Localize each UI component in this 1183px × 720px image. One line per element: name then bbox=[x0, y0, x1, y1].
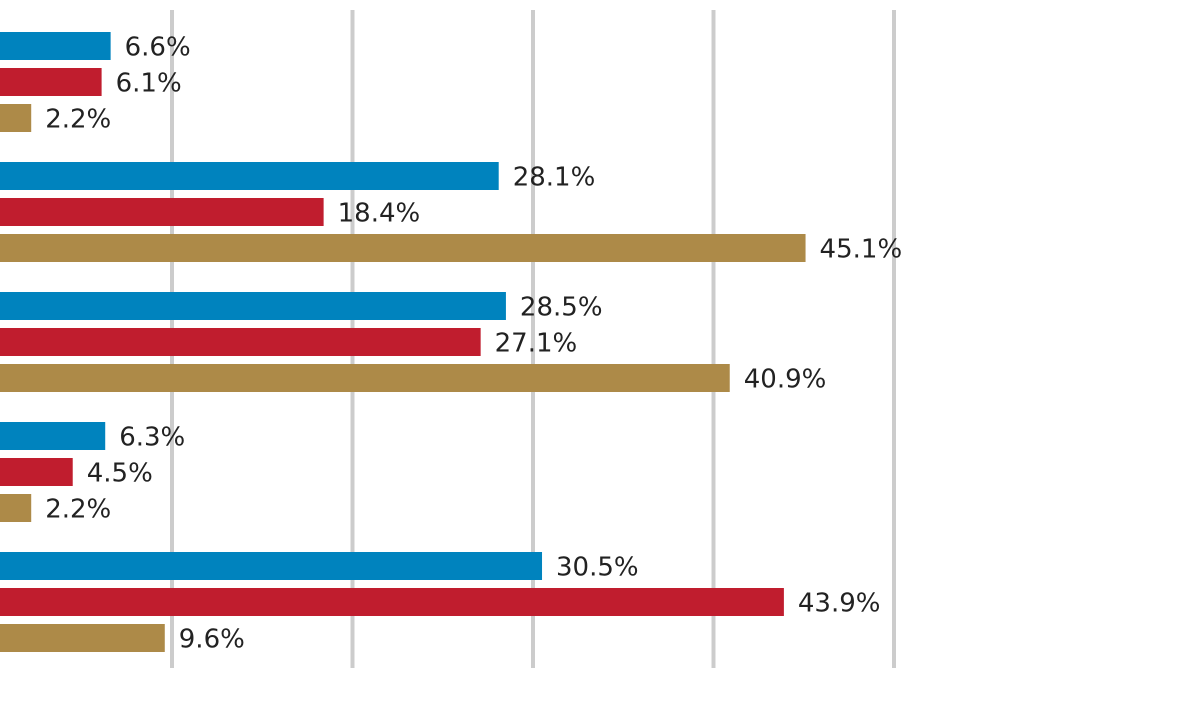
bars: 6.6%6.1%2.2%28.1%18.4%45.1%28.5%27.1%40.… bbox=[0, 32, 902, 655]
bar-group3-series2 bbox=[0, 328, 481, 356]
bar-group5-series2 bbox=[0, 588, 784, 616]
data-label-group2-series3: 45.1% bbox=[820, 235, 903, 265]
data-label-group3-series3: 40.9% bbox=[744, 365, 827, 395]
bar-group5-series1 bbox=[0, 552, 543, 580]
bar-group3-series1 bbox=[0, 292, 506, 320]
bar-group3-series3 bbox=[0, 364, 730, 392]
bar-group2-series3 bbox=[0, 234, 806, 262]
data-label-group2-series2: 18.4% bbox=[338, 199, 421, 229]
data-label-group1-series1: 6.6% bbox=[125, 33, 191, 63]
data-label-group4-series1: 6.3% bbox=[119, 423, 185, 453]
bar-group2-series1 bbox=[0, 162, 499, 190]
data-label-group2-series1: 28.1% bbox=[513, 163, 596, 193]
data-label-group5-series3: 9.6% bbox=[179, 625, 245, 655]
data-label-group3-series2: 27.1% bbox=[495, 329, 578, 359]
bar-group4-series1 bbox=[0, 422, 106, 450]
bar-group1-series2 bbox=[0, 68, 102, 96]
data-label-group5-series1: 30.5% bbox=[556, 553, 639, 583]
bar-group5-series3 bbox=[0, 624, 165, 652]
data-label-group3-series1: 28.5% bbox=[520, 293, 603, 323]
data-label-group1-series3: 2.2% bbox=[45, 105, 111, 135]
bar-group4-series2 bbox=[0, 458, 73, 486]
bar-group2-series2 bbox=[0, 198, 324, 226]
bar-group1-series1 bbox=[0, 32, 111, 60]
bar-group4-series3 bbox=[0, 494, 32, 522]
data-label-group1-series2: 6.1% bbox=[116, 69, 182, 99]
data-label-group5-series2: 43.9% bbox=[798, 589, 881, 619]
data-label-group4-series3: 2.2% bbox=[45, 495, 111, 525]
bar-group1-series3 bbox=[0, 104, 32, 132]
data-label-group4-series2: 4.5% bbox=[87, 459, 153, 489]
